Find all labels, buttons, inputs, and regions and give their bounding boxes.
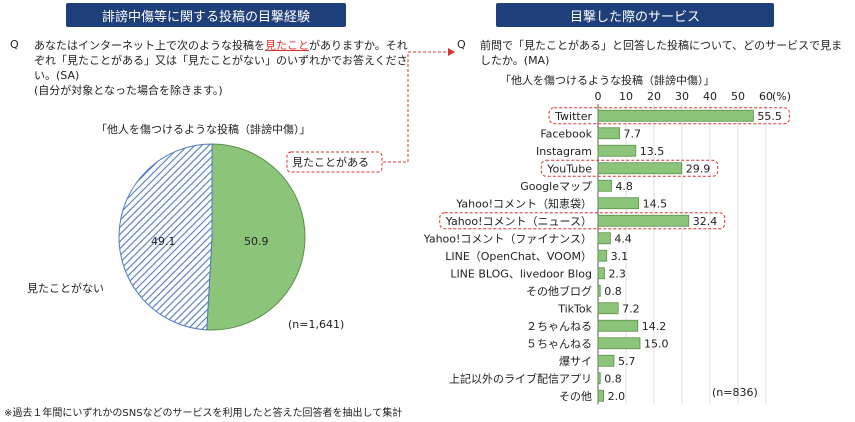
left-question-part1: あなたはインターネット上で次のような投稿を (34, 39, 265, 52)
seen-callout-box (286, 151, 383, 173)
pie-label-unseen-value: 49.1 (151, 235, 176, 248)
callout-connector (383, 51, 448, 163)
bar-chart-title: 「他人を傷つけるような投稿（誹謗中傷）」 (500, 73, 715, 87)
pie-unseen-label: 見たことがない (27, 281, 104, 295)
bar-value-label: 14.5 (643, 197, 668, 210)
callout-arrow-icon (448, 48, 455, 56)
left-question-highlight: 見たこと (265, 39, 309, 52)
bar-highlight-box (439, 212, 726, 230)
bars (597, 109, 754, 402)
bar (597, 389, 604, 402)
bar-axis-tick-label: 0 (595, 90, 602, 103)
bar-category-label: その他ブログ (526, 284, 592, 298)
bar-highlights (439, 107, 790, 230)
right-question-mark: Q (457, 38, 466, 51)
pie-slice-unseen (118, 143, 213, 331)
bar-category-label: LINE BLOG、livedoor Blog (450, 267, 592, 280)
bar-category-label: Twitter (554, 110, 592, 123)
bar (597, 162, 683, 175)
seen-callout-label: 見たことがある (292, 155, 369, 169)
bar-value-label: 4.8 (615, 180, 633, 193)
bar-value-label: 2.0 (608, 390, 626, 403)
pie-title: 「他人を傷つけるような投稿（誹謗中傷）」 (96, 123, 311, 136)
pie-label-seen-value: 50.9 (244, 235, 269, 248)
bar (597, 354, 615, 367)
bar-highlight-box (540, 159, 719, 177)
bar-category-label: Yahoo!コメント（知恵袋） (455, 196, 592, 210)
bar-value-label: 7.2 (622, 302, 640, 315)
bar-value-label: 55.5 (757, 110, 782, 123)
bar-value-label: 32.4 (693, 215, 718, 228)
bar (597, 337, 641, 350)
pie-n-label: (n=1,641) (288, 318, 344, 331)
bar (597, 267, 605, 280)
bar-category-label: Yahoo!コメント（ニュース） (445, 215, 592, 228)
bar-category-label: ２ちゃんねる (526, 320, 592, 333)
bar-value-labels: 55.57.713.529.94.814.532.44.43.12.30.87.… (604, 110, 782, 403)
bar-value-label: 29.9 (686, 162, 711, 175)
bar (597, 319, 639, 332)
bar (597, 232, 611, 245)
bar-value-label: 14.2 (642, 320, 667, 333)
bar (597, 284, 601, 297)
bar-category-label: TikTok (557, 302, 592, 315)
bar (597, 197, 639, 210)
bar-value-label: 13.5 (640, 145, 665, 158)
bar-category-label: その他 (559, 390, 592, 403)
bar-category-label: Instagram (536, 145, 592, 158)
bar-category-label: 上記以外のライブ配信アプリ (449, 371, 592, 385)
bar-axis-tick-label: 20 (647, 90, 661, 103)
bar-highlight-box (548, 107, 790, 125)
left-section-header: 誹謗中傷等に関する投稿の目撃経験 (66, 3, 346, 27)
bar (597, 179, 612, 192)
footnote: ※過去１年間にいずれかのSNSなどのサービスを利用したと答えた回答者を抽出して集… (4, 408, 403, 419)
bar-value-label: 15.0 (644, 337, 669, 350)
bar-category-label: Yahoo!コメント（ファイナンス） (423, 232, 592, 245)
right-question-text: 前問で「見たことがある」と回答した投稿について、どのサービスで見ましたか。(MA… (480, 39, 843, 67)
bar-category-label: ５ちゃんねる (526, 337, 592, 350)
bar-n-label: (n=836) (712, 386, 758, 399)
bar-value-label: 2.3 (608, 267, 626, 280)
bar (597, 127, 620, 140)
pie-slice-seen (206, 143, 306, 331)
left-question-part2: がありますか。それぞれ「見たことがある」又は「見たことがない」のいずれかでお答え… (34, 39, 408, 82)
bar (597, 214, 690, 227)
bar-value-label: 5.7 (618, 355, 636, 368)
pie-chart (118, 143, 306, 331)
bar-category-label: Facebook (540, 127, 592, 140)
bar (597, 302, 619, 315)
bar-value-label: 0.8 (604, 285, 622, 298)
bar (597, 144, 637, 157)
bar-category-label: YouTube (546, 162, 592, 175)
bar-axis-tick-label: 40 (703, 90, 717, 103)
bar-category-label: LINE（OpenChat、VOOM） (445, 250, 592, 263)
right-section-header: 目撃した際のサービス (496, 3, 774, 27)
bar-value-label: 7.7 (624, 127, 642, 140)
bar (597, 249, 608, 262)
bar-value-label: 3.1 (611, 250, 629, 263)
bar-axis-tick-label: 30 (675, 90, 689, 103)
bar-value-label: 0.8 (604, 372, 622, 385)
bar (597, 372, 601, 385)
bar-unit-label: (%) (772, 90, 791, 103)
left-question-text: あなたはインターネット上で次のような投稿を見たことがありますか。それぞれ「見たこ… (34, 38, 414, 83)
left-question-note: (自分が対象となった場合を除きます。) (34, 84, 223, 97)
bar-category-label: 爆サイ (559, 354, 592, 368)
left-question-mark: Q (10, 38, 19, 51)
bar-axis-tick-label: 10 (619, 90, 633, 103)
bar (597, 109, 754, 122)
bar-category-labels: Twitter Facebook Instagram YouTube Googleマップ… (423, 110, 593, 403)
bar-axis-ticks: 0 10 20 30 40 50 60 (595, 90, 774, 103)
bar-value-label: 4.4 (614, 232, 632, 245)
bar-axis-tick-label: 50 (731, 90, 745, 103)
bar-axis-tick-label: 60 (759, 90, 773, 103)
bar-category-label: Googleマップ (520, 180, 592, 193)
